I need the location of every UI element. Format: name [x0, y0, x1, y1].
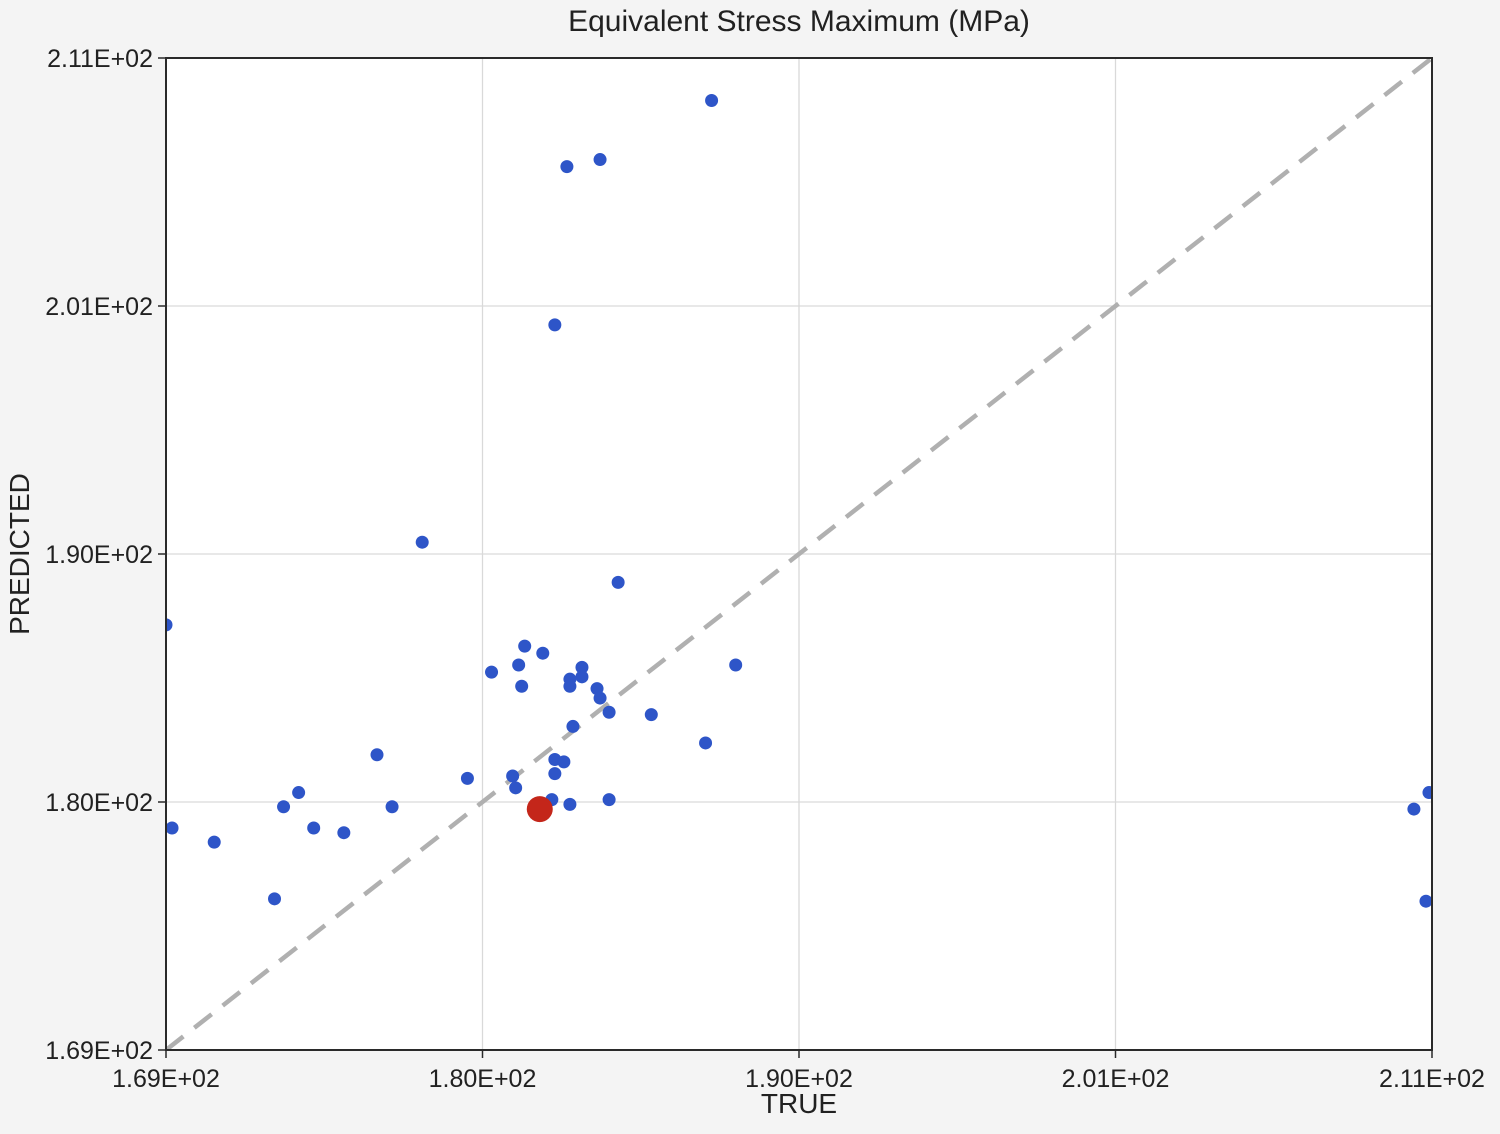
- x-tick-label: 2.11E+02: [1379, 1065, 1485, 1093]
- scatter-point: [207, 835, 221, 849]
- scatter-point: [277, 800, 291, 814]
- scatter-point: [385, 800, 399, 814]
- scatter-point: [166, 821, 179, 835]
- scatter-point: [518, 639, 532, 653]
- scatter-point: [644, 708, 658, 722]
- scatter-point: [575, 660, 589, 674]
- x-tick-label: 1.69E+02: [112, 1065, 220, 1093]
- scatter-point: [729, 658, 743, 672]
- y-tick-label: 1.69E+02: [45, 1037, 153, 1065]
- scatter-point: [337, 826, 351, 840]
- scatter-point: [705, 94, 719, 108]
- scatter-point: [560, 160, 574, 174]
- scatter-point: [602, 705, 616, 719]
- scatter-point: [1407, 802, 1421, 816]
- scatter-point: [506, 769, 520, 783]
- scatter-point: [512, 658, 526, 672]
- scatter-point: [536, 646, 550, 660]
- scatter-point: [548, 318, 562, 332]
- scatter-point: [292, 786, 306, 800]
- x-axis-label: TRUE: [760, 1088, 838, 1119]
- scatter-point: [575, 670, 589, 684]
- y-tick-label: 1.80E+02: [45, 789, 153, 817]
- identity-line: [166, 58, 1432, 1050]
- scatter-point: [415, 535, 429, 549]
- scatter-point: [611, 575, 625, 589]
- highlighted-scatter-point: [526, 796, 553, 823]
- chart-title: Equivalent Stress Maximum (MPa): [568, 5, 1030, 38]
- scatter-point: [1422, 786, 1432, 800]
- scatter-point: [699, 736, 713, 750]
- x-tick-label: 1.90E+02: [745, 1065, 853, 1093]
- scatter-point: [370, 748, 384, 762]
- scatter-point: [1419, 894, 1432, 908]
- scatter-point: [593, 153, 607, 167]
- scatter-point: [460, 771, 474, 785]
- scatter-point: [593, 691, 607, 705]
- scatter-point: [557, 755, 571, 769]
- scatter-point: [515, 679, 529, 693]
- scatter-point: [566, 719, 580, 733]
- y-axis-label: PREDICTED: [4, 473, 35, 635]
- scatter-point: [509, 781, 523, 795]
- scatter-point: [563, 679, 577, 693]
- scatter-point: [602, 793, 616, 807]
- x-tick-label: 2.01E+02: [1062, 1065, 1170, 1093]
- scatter-point: [548, 767, 562, 781]
- y-tick-label: 2.11E+02: [47, 45, 153, 73]
- y-tick-label: 2.01E+02: [45, 293, 153, 321]
- x-tick-label: 1.80E+02: [429, 1065, 537, 1093]
- scatter-point: [307, 821, 321, 835]
- scatter-point: [563, 797, 577, 811]
- scatter-point: [166, 618, 173, 632]
- y-tick-label: 1.90E+02: [45, 541, 153, 569]
- scatter-point: [268, 892, 282, 906]
- scatter-point: [485, 665, 499, 679]
